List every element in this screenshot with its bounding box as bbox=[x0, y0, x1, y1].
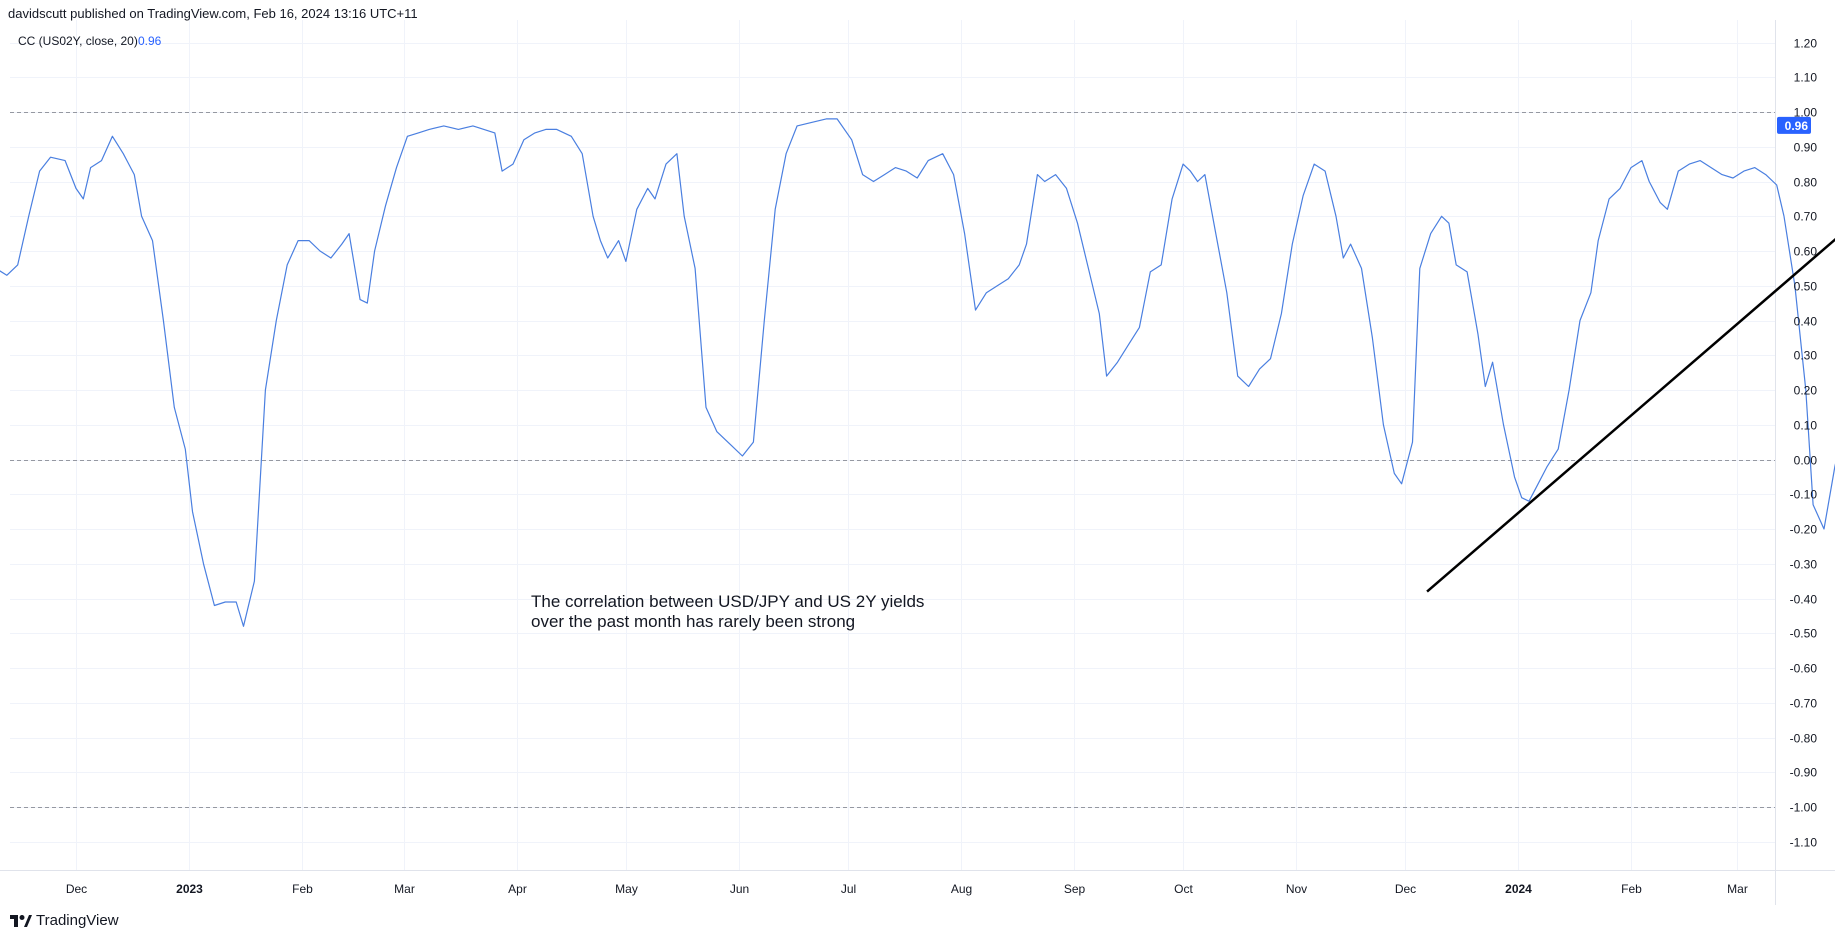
y-tick-label: 0.90 bbox=[1794, 141, 1818, 155]
x-tick-label: Aug bbox=[951, 882, 972, 896]
x-tick-label: Sep bbox=[1064, 882, 1086, 896]
y-tick-label: -1.10 bbox=[1790, 836, 1818, 850]
series-line bbox=[0, 118, 1835, 627]
y-tick-label: 0.20 bbox=[1794, 384, 1818, 398]
last-value-badge-text: 0.96 bbox=[1785, 119, 1809, 133]
y-tick-label: 1.10 bbox=[1794, 71, 1818, 85]
time-axis[interactable]: Dec 2023 Feb Mar Apr May Jun Jul Aug Sep Oct Nov Dec… bbox=[66, 882, 1748, 896]
x-tick-label: May bbox=[615, 882, 638, 896]
price-axis[interactable]: 1.20 1.10 1.00 0.90 0.80 0.70 0.60 0.50 0.40 0.30… bbox=[1790, 37, 1818, 850]
y-tick-label: 0.70 bbox=[1794, 210, 1818, 224]
tradingview-logo-icon bbox=[10, 914, 32, 927]
annotation[interactable]: The correlation between USD/JPY and US 2… bbox=[531, 133, 1835, 631]
y-tick-label: -0.20 bbox=[1790, 523, 1818, 537]
y-tick-label: -0.30 bbox=[1790, 558, 1818, 572]
y-tick-label: -0.80 bbox=[1790, 732, 1818, 746]
x-tick-label: Feb bbox=[1621, 882, 1642, 896]
y-tick-label: -0.60 bbox=[1790, 662, 1818, 676]
indicator-value: 0.96 bbox=[138, 34, 162, 48]
y-tick-label: 0.00 bbox=[1794, 454, 1818, 468]
y-tick-label: -0.70 bbox=[1790, 697, 1818, 711]
x-tick-label: Mar bbox=[1727, 882, 1748, 896]
x-tick-label: Oct bbox=[1174, 882, 1193, 896]
x-tick-label: 2023 bbox=[176, 882, 203, 896]
y-tick-label: 0.50 bbox=[1794, 280, 1818, 294]
y-tick-label: -0.40 bbox=[1790, 593, 1818, 607]
annotation-arrow[interactable] bbox=[1426, 133, 1835, 593]
x-tick-label: Nov bbox=[1286, 882, 1307, 896]
y-tick-label: 0.60 bbox=[1794, 245, 1818, 259]
indicator-legend[interactable]: CC (US02Y, close, 20) 0.96 bbox=[18, 34, 162, 48]
series-layer bbox=[0, 118, 1835, 627]
last-value-badge: 0.96 bbox=[1777, 116, 1811, 134]
y-tick-label: 1.00 bbox=[1794, 106, 1818, 120]
tradingview-brand: TradingView bbox=[36, 912, 119, 929]
x-tick-label: Dec bbox=[1395, 882, 1416, 896]
y-tick-label: -0.50 bbox=[1790, 627, 1818, 641]
x-tick-label: 2024 bbox=[1505, 882, 1532, 896]
x-tick-label: Apr bbox=[508, 882, 527, 896]
reference-lines bbox=[10, 112, 1775, 808]
y-tick-label: 0.40 bbox=[1794, 315, 1818, 329]
y-tick-label: 0.80 bbox=[1794, 176, 1818, 190]
y-tick-label: -1.00 bbox=[1790, 801, 1818, 815]
last-value-badge-bg bbox=[1777, 116, 1811, 134]
y-tick-label: 0.10 bbox=[1794, 419, 1818, 433]
grid-lines bbox=[10, 20, 1775, 870]
x-tick-label: Mar bbox=[394, 882, 415, 896]
y-tick-label: -0.90 bbox=[1790, 766, 1818, 780]
publisher-caption: davidscutt published on TradingView.com,… bbox=[8, 6, 418, 21]
annotation-text-line-1: The correlation between USD/JPY and US 2… bbox=[531, 592, 924, 611]
y-tick-label: 0.30 bbox=[1794, 349, 1818, 363]
x-tick-label: Jun bbox=[730, 882, 749, 896]
indicator-title: CC (US02Y, close, 20) bbox=[18, 34, 138, 48]
x-tick-label: Jul bbox=[841, 882, 856, 896]
x-tick-label: Dec bbox=[66, 882, 87, 896]
annotation-text-line-2: over the past month has rarely been stro… bbox=[531, 612, 855, 631]
tradingview-logo[interactable]: TradingView bbox=[10, 912, 119, 929]
x-tick-label: Feb bbox=[292, 882, 313, 896]
y-tick-label: -0.10 bbox=[1790, 488, 1818, 502]
y-tick-label: 1.20 bbox=[1794, 37, 1818, 51]
